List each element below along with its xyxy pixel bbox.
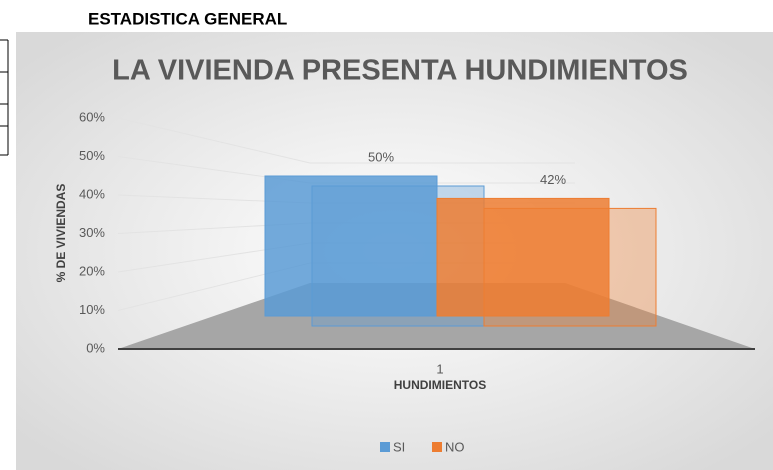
y-tick-label: 0% <box>86 340 105 355</box>
legend-swatch <box>380 442 390 452</box>
legend-label: NO <box>445 439 465 454</box>
y-tick-label: 30% <box>79 225 105 240</box>
x-tick-label: 1 <box>436 361 443 376</box>
legend-label: SI <box>393 439 405 454</box>
y-tick-label: 20% <box>79 263 105 278</box>
bar <box>264 175 438 317</box>
side-table <box>0 39 9 156</box>
data-label: 42% <box>540 172 566 187</box>
x-axis-label: HUNDIMIENTOS <box>394 378 486 392</box>
data-label: 50% <box>368 149 394 164</box>
y-axis-label: % DE VIVIENDAS <box>54 184 68 283</box>
y-tick-label: 40% <box>79 186 105 201</box>
legend-swatch <box>432 442 442 452</box>
y-tick-label: 10% <box>79 302 105 317</box>
bar <box>436 197 610 317</box>
grid-line <box>117 117 311 164</box>
y-tick-label: 50% <box>79 148 105 163</box>
chart-title: LA VIVIENDA PRESENTA HUNDIMIENTOS <box>112 55 688 87</box>
page-title: ESTADISTICA GENERAL <box>88 9 287 28</box>
y-tick-label: 60% <box>79 109 105 124</box>
